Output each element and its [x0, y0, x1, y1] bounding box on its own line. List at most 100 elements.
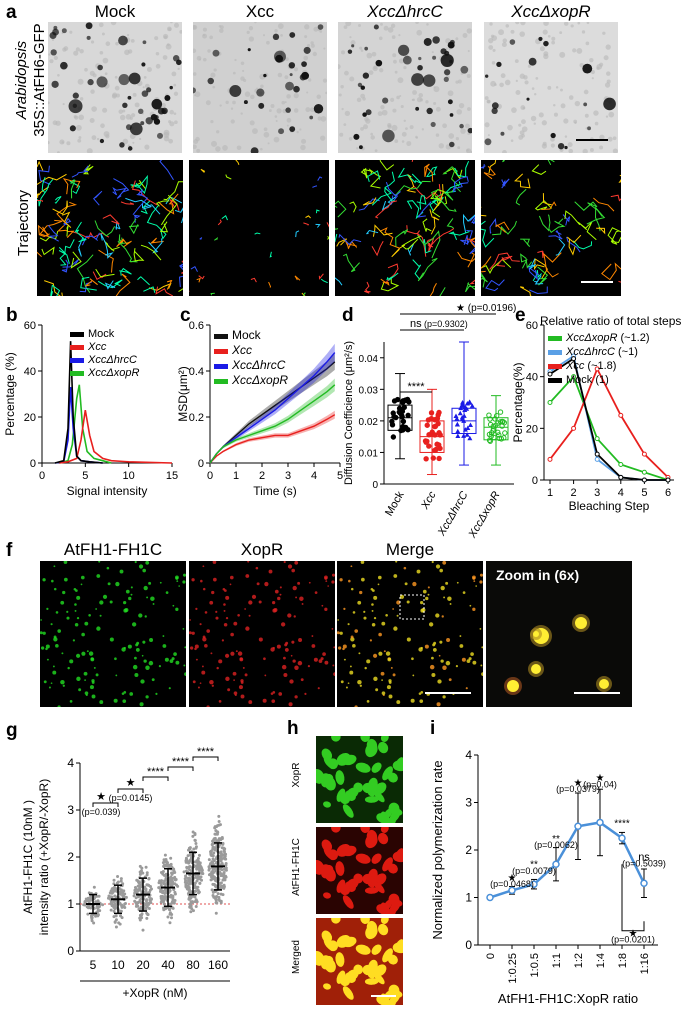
data-point	[455, 433, 461, 438]
puncta	[184, 672, 186, 676]
puncta	[342, 644, 347, 649]
puncta	[381, 621, 386, 626]
puncta	[435, 564, 441, 569]
puncta	[53, 565, 56, 568]
background-speckle	[267, 142, 270, 145]
data-point	[432, 447, 438, 454]
gfp-image-mock	[48, 22, 182, 153]
background-speckle	[274, 115, 278, 118]
legend-swatch	[214, 349, 228, 354]
puncta	[431, 561, 434, 564]
background-speckle	[219, 104, 222, 107]
puncta	[215, 610, 218, 613]
puncta	[91, 694, 96, 699]
trajectory-track	[528, 266, 540, 281]
background-speckle	[484, 122, 490, 128]
data-point	[218, 899, 222, 903]
trajectory-track	[381, 196, 396, 211]
background-speckle	[341, 50, 346, 55]
background-speckle	[491, 35, 498, 41]
puncta	[377, 583, 380, 586]
data-point	[437, 432, 443, 438]
puncta	[424, 644, 429, 649]
background-speckle	[144, 144, 150, 150]
puncta	[337, 619, 339, 621]
trajectory-track	[406, 174, 416, 193]
data-point	[435, 420, 441, 427]
background-speckle	[114, 75, 118, 79]
trajectory-track	[481, 256, 492, 273]
background-speckle	[281, 100, 286, 105]
trajectory-track	[37, 160, 44, 171]
background-speckle	[599, 145, 604, 150]
trajectory-track	[344, 238, 357, 250]
puncta	[438, 654, 441, 657]
puncta	[150, 596, 155, 601]
gfp-puncta	[440, 48, 447, 55]
puncta	[240, 679, 244, 683]
zoom-puncta	[599, 679, 609, 689]
background-speckle	[300, 144, 306, 151]
trajectory-track	[407, 243, 415, 256]
zoom-region-box	[399, 594, 425, 620]
background-speckle	[317, 116, 322, 121]
trajectory-track	[41, 176, 46, 193]
puncta	[46, 658, 49, 661]
data-point	[145, 916, 149, 920]
puncta	[412, 581, 417, 587]
trajectory-track	[221, 215, 228, 221]
background-speckle	[128, 49, 133, 54]
background-speckle	[398, 34, 401, 37]
background-speckle	[392, 53, 397, 58]
trajectory-track	[574, 201, 603, 218]
background-speckle	[163, 35, 168, 39]
background-speckle	[162, 55, 168, 60]
background-speckle	[114, 85, 120, 91]
data-point	[189, 904, 193, 908]
background-speckle	[568, 148, 574, 153]
puncta	[404, 582, 408, 586]
puncta	[182, 627, 185, 630]
puncta	[40, 619, 42, 621]
background-speckle	[252, 128, 258, 135]
data-point	[187, 865, 191, 869]
condensate-blob	[392, 851, 403, 863]
data-point	[188, 847, 192, 851]
background-speckle	[262, 34, 266, 37]
background-speckle	[232, 71, 236, 75]
condensate-blob	[371, 853, 382, 864]
data-point	[120, 905, 124, 909]
trajectory-track	[157, 193, 179, 215]
puncta	[472, 576, 476, 580]
puncta	[225, 616, 229, 620]
data-point	[210, 888, 214, 892]
data-point	[196, 885, 200, 889]
puncta	[357, 679, 362, 685]
background-speckle	[465, 148, 472, 153]
data-point	[191, 909, 195, 913]
trajectory-track	[335, 277, 343, 286]
puncta	[392, 608, 395, 610]
puncta	[130, 586, 133, 589]
data-point	[436, 409, 442, 416]
puncta	[469, 604, 472, 607]
background-speckle	[502, 38, 508, 43]
background-speckle	[576, 47, 583, 54]
trajectory-track	[268, 281, 272, 288]
background-speckle	[362, 97, 366, 101]
x-tick-label: 2	[571, 487, 577, 499]
gfp-puncta	[397, 44, 410, 56]
background-speckle	[316, 94, 321, 100]
background-speckle	[77, 138, 82, 143]
puncta	[470, 652, 474, 656]
series-line	[549, 375, 669, 481]
background-speckle	[325, 91, 327, 95]
data-point	[171, 894, 175, 898]
trajectory-track	[412, 259, 422, 280]
trajectory-track	[417, 201, 432, 218]
data-point	[428, 410, 435, 416]
y-axis-label: Percentage(%)	[511, 362, 525, 442]
background-speckle	[435, 106, 441, 112]
puncta	[418, 647, 423, 652]
trajectory-track	[391, 244, 406, 258]
